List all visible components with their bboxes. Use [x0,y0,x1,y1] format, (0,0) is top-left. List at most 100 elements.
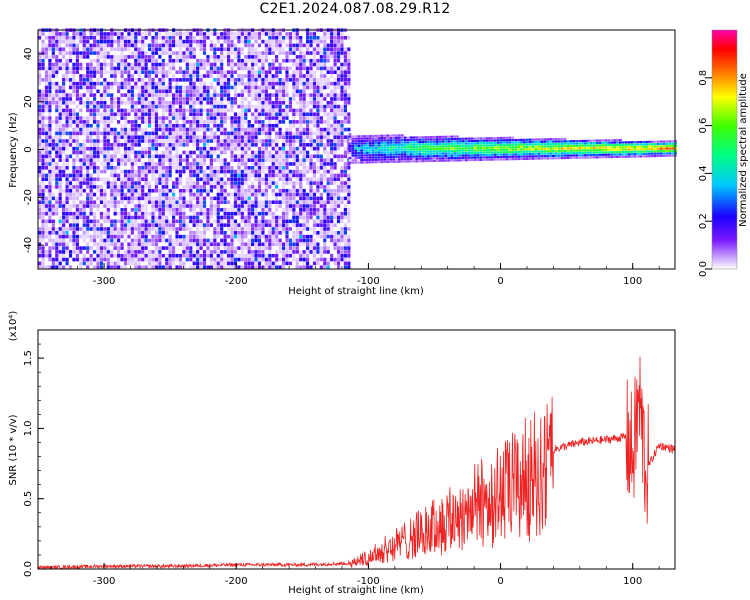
heatmap-cell [154,181,158,185]
heatmap-cell [209,85,213,90]
heatmap-cell [285,188,289,193]
heatmap-cell [92,265,97,269]
heatmap-cell [158,257,162,262]
heatmap-cell [79,261,83,266]
heatmap-cell [240,127,244,132]
heatmap-cell [268,104,272,109]
heatmap-cell [55,74,59,78]
heatmap-cell [392,139,395,142]
heatmap-cell [178,47,183,52]
heatmap-cell [347,74,351,78]
heatmap-cell [316,51,320,55]
heatmap-cell [123,169,128,174]
heatmap-cell [216,242,220,247]
heatmap-cell [247,66,251,71]
heatmap-cell [281,89,286,94]
heatmap-cell [103,162,107,166]
heatmap-cell [38,253,42,258]
heatmap-cell [326,154,330,159]
heatmap-cell [226,234,231,239]
heatmap-cell [312,32,317,36]
heatmap-cell [75,47,79,52]
heatmap-cell [178,219,183,224]
heatmap-cell [189,123,193,128]
heatmap-cell [147,108,152,113]
heatmap-cell [418,141,422,144]
heatmap-cell [333,43,337,48]
heatmap-cell [151,143,155,147]
heatmap-cell [123,47,128,52]
heatmap-cell [65,66,69,71]
heatmap-cell [292,89,296,94]
heatmap-cell [120,185,124,189]
heatmap-cell [306,74,310,78]
heatmap-cell [299,108,303,113]
heatmap-cell [340,39,344,44]
heatmap-cell [117,162,121,166]
heatmap-cell [347,246,351,250]
heatmap-cell [319,62,323,67]
heatmap-cell [44,100,49,105]
heatmap-cell [247,47,251,52]
heatmap-cell [264,51,268,55]
heatmap-cell [41,219,45,224]
heatmap-cell [254,97,258,101]
heatmap-cell [168,32,172,36]
heatmap-cell [209,66,213,71]
heatmap-cell [278,215,282,220]
heatmap-cell [400,143,404,146]
heatmap-cell [254,85,258,90]
heatmap-cell [323,165,327,170]
heatmap-cell [406,150,410,153]
heatmap-cell [86,39,90,44]
heatmap-cell [343,85,347,90]
heatmap-cell [99,185,104,189]
heatmap-cell [113,188,117,193]
heatmap-cell [192,39,196,44]
heatmap-cell [175,265,179,269]
heatmap-cell [154,123,158,128]
heatmap-cell [82,162,86,166]
heatmap-cell [82,177,86,182]
heatmap-cell [216,211,220,216]
heatmap-cell [271,108,275,113]
heatmap-cell [48,123,52,128]
heatmap-cell [261,62,265,67]
heatmap-cell [340,173,344,178]
heatmap-cell [48,257,52,262]
heatmap-cell [38,188,42,193]
heatmap-cell [240,215,244,220]
heatmap-cell [306,100,310,105]
heatmap-cell [316,150,320,155]
heatmap-cell [220,116,224,120]
heatmap-cell [151,227,155,231]
heatmap-cell [72,158,76,162]
heatmap-cell [323,173,327,178]
heatmap-cell [237,185,241,189]
heatmap-cell [96,47,100,52]
heatmap-cell [75,211,79,216]
heatmap-cell [281,173,286,178]
heatmap-cell [403,160,407,163]
heatmap-cell [268,165,272,170]
heatmap-cell [127,250,131,254]
heatmap-cell [158,85,162,90]
heatmap-cell [165,51,169,55]
heatmap-cell [302,200,306,204]
heatmap-cell [147,81,152,86]
heatmap-cell [240,196,244,201]
heatmap-cell [257,242,262,247]
heatmap-cell [409,146,413,149]
heatmap-cell [141,85,145,90]
heatmap-cell [75,58,79,63]
heatmap-cell [141,35,145,40]
heatmap-cell [44,47,49,52]
heatmap-cell [130,146,134,151]
heatmap-cell [65,70,69,74]
heatmap-cell [68,265,73,269]
heatmap-cell [281,135,286,139]
heatmap-cell [333,89,337,94]
heatmap-cell [127,85,131,90]
heatmap-cell [213,135,217,139]
heatmap-cell [196,234,200,239]
